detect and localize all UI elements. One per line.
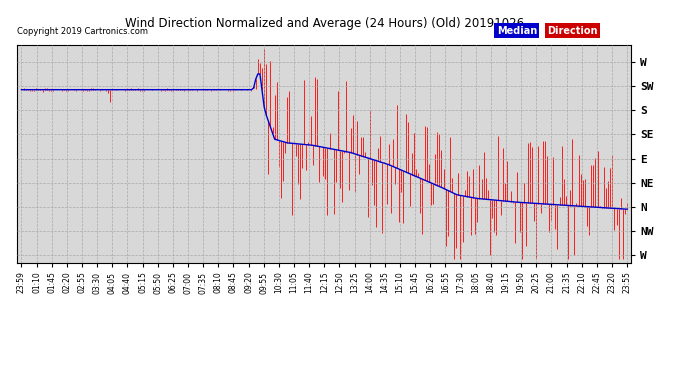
Text: Direction: Direction bbox=[547, 26, 598, 36]
Text: Wind Direction Normalized and Average (24 Hours) (Old) 20191026: Wind Direction Normalized and Average (2… bbox=[125, 17, 524, 30]
Text: Copyright 2019 Cartronics.com: Copyright 2019 Cartronics.com bbox=[17, 27, 148, 36]
Text: Median: Median bbox=[497, 26, 537, 36]
